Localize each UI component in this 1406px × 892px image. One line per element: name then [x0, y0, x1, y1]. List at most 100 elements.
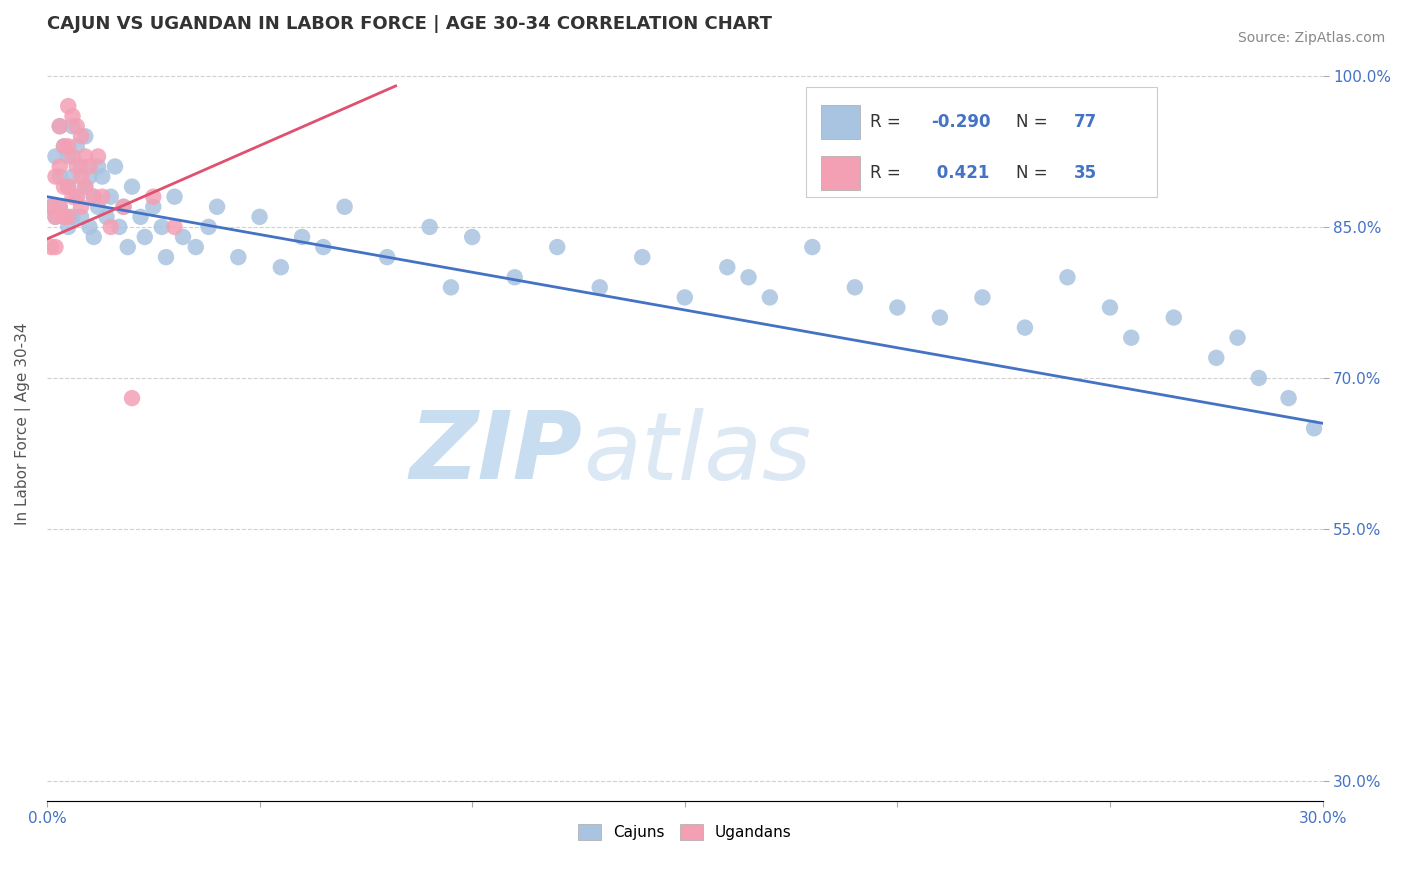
Text: R =: R =: [870, 113, 905, 131]
Point: [58, 149, 80, 163]
Point: [66, 190, 89, 204]
Point: [928, 310, 950, 325]
Point: [716, 260, 738, 275]
Point: [70, 129, 93, 144]
Point: [83, 190, 105, 204]
Point: [163, 219, 186, 234]
Point: [197, 219, 219, 234]
Point: [53, 179, 76, 194]
Point: [291, 230, 314, 244]
Point: [58, 219, 80, 234]
Point: [79, 219, 101, 234]
Text: atlas: atlas: [582, 408, 811, 499]
Point: [75, 179, 97, 194]
Point: [70, 160, 93, 174]
Point: [44, 240, 66, 254]
Point: [48, 200, 70, 214]
Point: [419, 219, 441, 234]
Point: [1303, 421, 1326, 435]
Bar: [806, 87, 1157, 197]
Point: [87, 160, 110, 174]
Point: [70, 200, 93, 214]
Bar: [821, 155, 859, 190]
Point: [44, 210, 66, 224]
Point: [249, 210, 271, 224]
Y-axis label: In Labor Force | Age 30-34: In Labor Force | Age 30-34: [15, 322, 31, 524]
Point: [58, 99, 80, 113]
Point: [39, 200, 62, 214]
Point: [184, 240, 207, 254]
Point: [673, 290, 696, 304]
Point: [1226, 331, 1249, 345]
Point: [172, 230, 194, 244]
Point: [737, 270, 759, 285]
Point: [461, 230, 484, 244]
Point: [75, 149, 97, 163]
Point: [75, 129, 97, 144]
Point: [1056, 270, 1078, 285]
Point: [312, 240, 335, 254]
Point: [121, 179, 143, 194]
Point: [58, 139, 80, 153]
Point: [48, 160, 70, 174]
Point: [142, 200, 165, 214]
Point: [62, 109, 84, 123]
Point: [1098, 301, 1121, 315]
Point: [39, 240, 62, 254]
Point: [83, 190, 105, 204]
Point: [801, 240, 824, 254]
Point: [62, 120, 84, 134]
Legend: Cajuns, Ugandans: Cajuns, Ugandans: [572, 818, 797, 847]
Text: N =: N =: [1017, 163, 1053, 182]
Point: [87, 149, 110, 163]
Point: [44, 169, 66, 184]
Point: [66, 139, 89, 153]
Point: [53, 139, 76, 153]
Point: [972, 290, 994, 304]
Point: [75, 179, 97, 194]
Point: [100, 219, 122, 234]
Point: [1247, 371, 1270, 385]
Point: [205, 200, 228, 214]
Point: [79, 160, 101, 174]
Point: [104, 160, 127, 174]
Point: [53, 139, 76, 153]
Point: [62, 190, 84, 204]
Point: [91, 169, 114, 184]
Point: [108, 219, 131, 234]
Point: [1163, 310, 1185, 325]
Point: [66, 190, 89, 204]
Point: [58, 210, 80, 224]
Point: [1277, 391, 1299, 405]
Point: [100, 190, 122, 204]
Point: [48, 120, 70, 134]
Point: [44, 149, 66, 163]
Point: [163, 190, 186, 204]
Point: [58, 179, 80, 194]
Point: [96, 210, 118, 224]
Point: [150, 219, 173, 234]
Point: [87, 200, 110, 214]
Point: [155, 250, 177, 264]
Point: [91, 190, 114, 204]
Text: Source: ZipAtlas.com: Source: ZipAtlas.com: [1237, 31, 1385, 45]
Point: [142, 190, 165, 204]
Point: [70, 169, 93, 184]
Text: ZIP: ZIP: [411, 408, 582, 500]
Point: [1205, 351, 1227, 365]
Point: [48, 120, 70, 134]
Point: [546, 240, 568, 254]
Point: [66, 160, 89, 174]
Text: 77: 77: [1074, 113, 1097, 131]
Point: [129, 210, 152, 224]
Point: [62, 210, 84, 224]
Point: [134, 230, 156, 244]
Text: 0.421: 0.421: [931, 163, 990, 182]
Point: [53, 210, 76, 224]
Point: [886, 301, 908, 315]
Point: [58, 179, 80, 194]
Point: [62, 149, 84, 163]
Point: [1121, 331, 1143, 345]
Text: 35: 35: [1074, 163, 1097, 182]
Point: [226, 250, 249, 264]
